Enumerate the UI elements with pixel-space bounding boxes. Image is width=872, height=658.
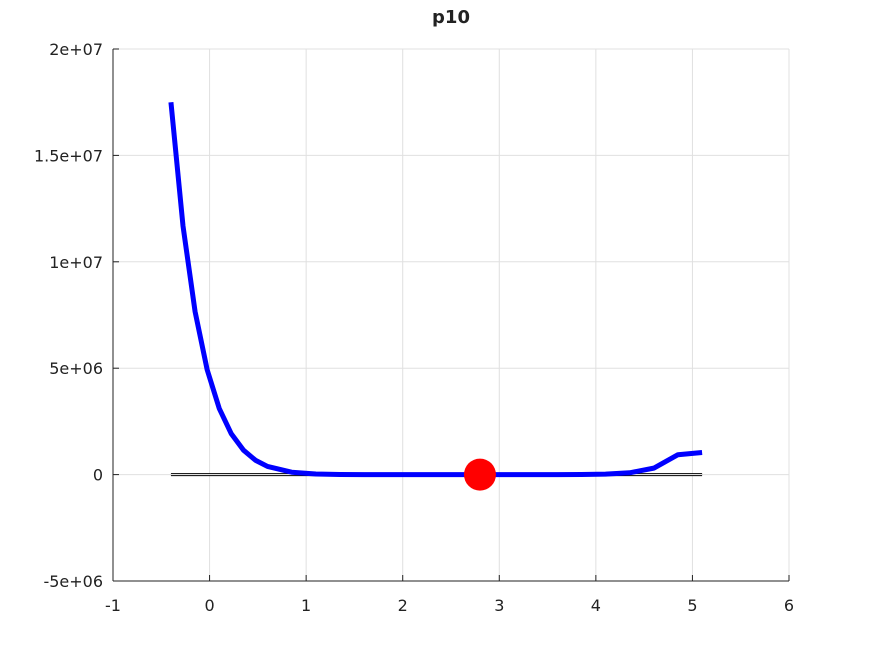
x-tick-label: 4 — [591, 596, 601, 615]
y-tick-label: -5e+06 — [43, 572, 103, 591]
x-tick-label: 5 — [687, 596, 697, 615]
marker — [463, 458, 496, 491]
x-tick-label: 0 — [204, 596, 214, 615]
y-tick-label: 5e+06 — [49, 359, 103, 378]
y-tick-label: 1.5e+07 — [34, 146, 103, 165]
y-tick-label: 2e+07 — [49, 40, 103, 59]
y-tick-label: 0 — [93, 466, 103, 485]
y-tick-label: 1e+07 — [49, 253, 103, 272]
x-tick-label: 1 — [301, 596, 311, 615]
series-line — [168, 101, 703, 478]
x-tick-label: 2 — [398, 596, 408, 615]
x-tick-label: 6 — [784, 596, 794, 615]
x-tick-label: -1 — [105, 596, 121, 615]
chart-title: p10 — [432, 7, 470, 28]
x-tick-label: 3 — [494, 596, 504, 615]
